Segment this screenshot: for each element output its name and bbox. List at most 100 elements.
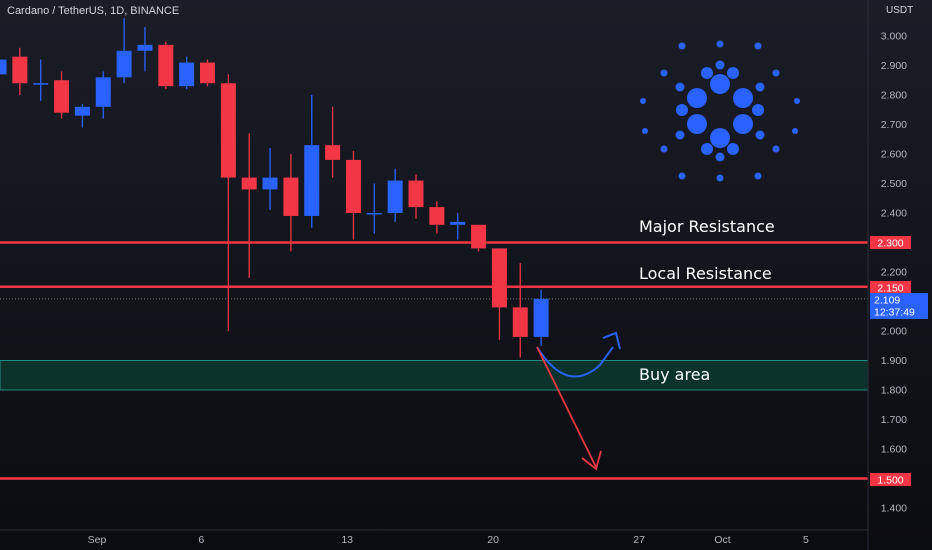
- logo-dot: [733, 114, 753, 134]
- logo-dot: [733, 88, 753, 108]
- candle-up: [304, 95, 320, 228]
- logo-dot: [701, 143, 713, 155]
- price-tick: 1.800: [881, 385, 907, 397]
- candle-down: [158, 41, 174, 90]
- candle-down: [345, 151, 361, 240]
- candle-up: [137, 27, 153, 72]
- candle-body: [533, 298, 549, 337]
- logo-dot: [755, 82, 765, 92]
- candle-down: [200, 59, 216, 87]
- major-price-tag: [870, 236, 911, 249]
- price-tick: 2.900: [881, 60, 907, 72]
- candle-up: [262, 148, 278, 211]
- local-price-tag: [870, 281, 911, 294]
- candle-body: [12, 56, 28, 84]
- candle-body: [325, 145, 341, 160]
- candle-body: [0, 59, 7, 75]
- price-tick: 2.400: [881, 208, 907, 220]
- logo-dot: [687, 88, 707, 108]
- candle-body: [450, 221, 466, 225]
- logo-dot: [716, 174, 724, 182]
- price-tick: 2.500: [881, 178, 907, 190]
- logo-dot: [752, 104, 764, 116]
- logo-dot: [772, 145, 780, 153]
- drop-arrow: [536, 346, 597, 468]
- time-tick: Sep: [88, 534, 107, 546]
- candle-up: [33, 59, 49, 101]
- candle-up: [116, 18, 132, 84]
- logo-dot: [754, 172, 762, 180]
- candle-up: [533, 289, 549, 346]
- currency-unit: USDT: [886, 5, 914, 16]
- logo-dot: [678, 42, 686, 50]
- logo-dot: [710, 74, 730, 94]
- logo-dot: [642, 128, 648, 134]
- candle-body: [74, 106, 90, 116]
- candle-body: [262, 177, 278, 190]
- major-resistance-label: Major Resistance: [639, 217, 775, 236]
- candle-down: [325, 106, 341, 178]
- candle-up: [366, 183, 382, 234]
- candle-down: [283, 154, 299, 252]
- price-axis[interactable]: 3.0002.9002.8002.7002.6002.5002.4002.300…: [881, 31, 907, 515]
- logo-dot: [660, 145, 668, 153]
- current-price-tag: [870, 293, 928, 319]
- candle-body: [387, 180, 403, 213]
- candle-body: [512, 307, 528, 337]
- time-tick: 20: [487, 534, 499, 546]
- candle-body: [54, 80, 70, 113]
- price-tick: 2.200: [881, 267, 907, 279]
- price-tick: 1.700: [881, 414, 907, 426]
- price-tick: 2.000: [881, 326, 907, 338]
- logo-dot: [715, 152, 725, 162]
- logo-dot: [727, 67, 739, 79]
- logo-dot: [660, 69, 668, 77]
- price-tick: 1.900: [881, 355, 907, 367]
- logo-dot: [640, 98, 646, 104]
- candle-body: [345, 159, 361, 213]
- ticker-title: Cardano / TetherUS, 1D, BINANCE: [7, 5, 180, 17]
- time-tick: 6: [198, 534, 204, 546]
- time-axis[interactable]: Sep 6 13 20 27 Oct 5: [88, 534, 809, 546]
- logo-dot: [675, 82, 685, 92]
- candle-body: [137, 44, 153, 51]
- candle-down: [241, 133, 257, 278]
- logo-dot: [727, 143, 739, 155]
- candle-body: [220, 83, 236, 178]
- logo-dot: [675, 130, 685, 140]
- logo-dot: [687, 114, 707, 134]
- logo-dot: [678, 172, 686, 180]
- logo-dot: [754, 42, 762, 50]
- logo-dot: [701, 67, 713, 79]
- candle-down: [220, 74, 236, 331]
- price-tick: 3.000: [881, 31, 907, 43]
- candle-down: [54, 71, 70, 119]
- logo-dot: [715, 60, 725, 70]
- logo-dot: [676, 104, 688, 116]
- candles: [0, 18, 549, 358]
- candle-up: [450, 213, 466, 240]
- logo-dot: [710, 128, 730, 148]
- logo-dot: [772, 69, 780, 77]
- logo-dot: [755, 130, 765, 140]
- price-tick: 1.400: [881, 503, 907, 515]
- major-price-tag-text: 2.300: [877, 238, 903, 250]
- candle-up: [74, 103, 90, 128]
- time-tick: 5: [803, 534, 809, 546]
- candle-body: [366, 213, 382, 215]
- logo-dot: [792, 128, 798, 134]
- support-price-tag-text: 1.500: [877, 475, 903, 487]
- candle-body: [158, 44, 174, 87]
- current-price-text: 2.109: [874, 295, 900, 307]
- candle-down: [471, 224, 487, 252]
- candle-up: [387, 168, 403, 222]
- candle-up: [0, 59, 7, 75]
- buy-area-label: Buy area: [639, 365, 710, 384]
- candle-body: [491, 248, 507, 308]
- cardano-logo: [640, 40, 800, 182]
- candle-body: [304, 145, 320, 216]
- candle-body: [241, 177, 257, 190]
- buy-zone: [0, 360, 869, 391]
- price-tick: 2.800: [881, 90, 907, 102]
